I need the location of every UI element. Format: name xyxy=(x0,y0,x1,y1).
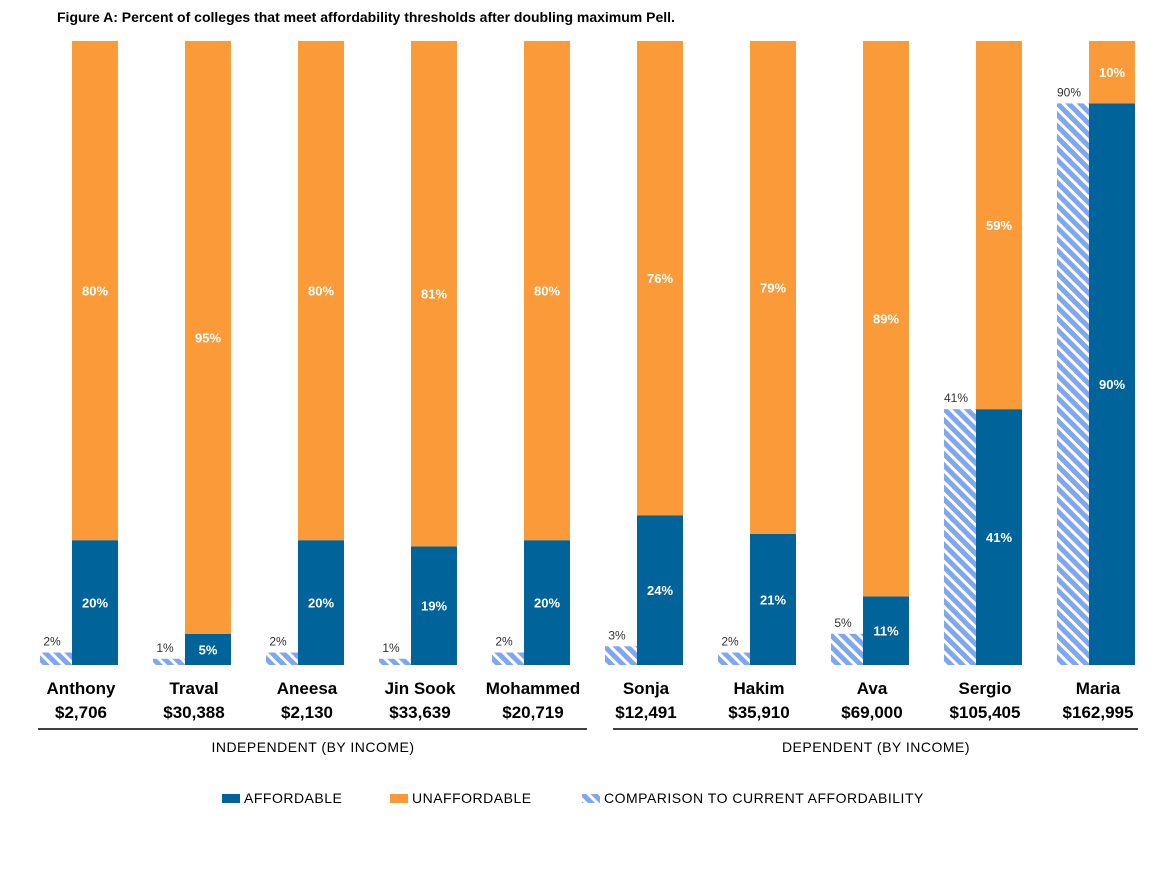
label-affordable-jin-sook: 19% xyxy=(421,599,447,614)
label-comparison-aneesa: 2% xyxy=(269,635,287,649)
group-label-independent: INDEPENDENT (BY INCOME) xyxy=(211,739,414,755)
label-affordable-anthony: 20% xyxy=(82,596,108,611)
category-name-aneesa: Aneesa xyxy=(277,679,338,698)
legend-label-comparison: COMPARISON TO CURRENT AFFORDABILITY xyxy=(604,790,924,806)
label-affordable-maria: 90% xyxy=(1099,377,1125,392)
x-axis: Anthony $2,706 Traval $30,388 Aneesa $2,130 Ji… xyxy=(38,679,1138,755)
label-comparison-mohammed: 2% xyxy=(495,635,513,649)
category-name-anthony: Anthony xyxy=(47,679,116,698)
bar-comparison-ava xyxy=(831,633,863,665)
category-name-mohammed: Mohammed xyxy=(486,679,580,698)
category-income-traval: $30,388 xyxy=(163,703,224,722)
bar-comparison-jin-sook xyxy=(379,658,411,665)
bar-affordable-jin-sook xyxy=(411,546,457,665)
bar-comparison-aneesa xyxy=(266,652,298,665)
label-affordable-traval: 5% xyxy=(199,642,218,657)
bar-affordable-traval xyxy=(185,633,231,665)
label-unaffordable-jin-sook: 81% xyxy=(421,287,447,302)
label-unaffordable-sergio: 59% xyxy=(986,218,1012,233)
label-affordable-hakim: 21% xyxy=(760,592,786,607)
category-income-ava: $69,000 xyxy=(841,703,902,722)
bar-unaffordable-ava xyxy=(863,41,909,597)
bar-affordable-hakim xyxy=(750,533,796,665)
bar-unaffordable-traval xyxy=(185,41,231,634)
bar-affordable-maria xyxy=(1089,103,1135,665)
label-unaffordable-mohammed: 80% xyxy=(534,284,560,299)
bar-unaffordable-maria xyxy=(1089,41,1135,104)
bar-comparison-anthony xyxy=(40,652,72,665)
legend-swatch-comparison xyxy=(582,794,600,803)
bar-affordable-anthony xyxy=(72,540,118,665)
label-unaffordable-hakim: 79% xyxy=(760,280,786,295)
bar-comparison-hakim xyxy=(718,652,750,665)
legend: AFFORDABLE UNAFFORDABLE COMPARISON TO CURR… xyxy=(222,790,924,806)
bar-affordable-sonja xyxy=(637,515,683,665)
bar-comparison-mohammed xyxy=(492,652,524,665)
label-comparison-traval: 1% xyxy=(156,641,174,655)
bar-comparison-traval xyxy=(153,658,185,665)
label-unaffordable-anthony: 80% xyxy=(82,284,108,299)
bar-unaffordable-sonja xyxy=(637,41,683,516)
category-name-jin-sook: Jin Sook xyxy=(385,679,456,698)
legend-label-unaffordable: UNAFFORDABLE xyxy=(412,790,532,806)
group-label-dependent: DEPENDENT (BY INCOME) xyxy=(782,739,970,755)
label-comparison-sergio: 41% xyxy=(944,391,968,405)
category-income-mohammed: $20,719 xyxy=(502,703,563,722)
label-affordable-ava: 11% xyxy=(873,624,899,639)
bar-comparison-sergio xyxy=(944,409,976,665)
label-comparison-anthony: 2% xyxy=(43,635,61,649)
bar-unaffordable-aneesa xyxy=(298,41,344,541)
bar-affordable-sergio xyxy=(976,409,1022,665)
bar-affordable-aneesa xyxy=(298,540,344,665)
label-comparison-maria: 90% xyxy=(1057,85,1081,99)
category-income-sonja: $12,491 xyxy=(615,703,676,722)
label-comparison-jin-sook: 1% xyxy=(382,641,400,655)
bar-unaffordable-mohammed xyxy=(524,41,570,541)
label-affordable-aneesa: 20% xyxy=(308,596,334,611)
category-income-sergio: $105,405 xyxy=(950,703,1021,722)
bar-unaffordable-anthony xyxy=(72,41,118,541)
label-comparison-sonja: 3% xyxy=(608,628,626,642)
category-name-sonja: Sonja xyxy=(623,679,670,698)
label-comparison-hakim: 2% xyxy=(721,635,739,649)
legend-swatch-unaffordable xyxy=(390,794,408,803)
category-income-aneesa: $2,130 xyxy=(281,703,333,722)
legend-swatch-affordable xyxy=(222,794,240,803)
legend-label-affordable: AFFORDABLE xyxy=(244,790,342,806)
label-unaffordable-maria: 10% xyxy=(1099,65,1125,80)
category-name-hakim: Hakim xyxy=(733,679,784,698)
category-income-jin-sook: $33,639 xyxy=(389,703,450,722)
category-name-sergio: Sergio xyxy=(959,679,1012,698)
category-name-traval: Traval xyxy=(169,679,218,698)
bar-unaffordable-hakim xyxy=(750,41,796,534)
category-income-maria: $162,995 xyxy=(1063,703,1134,722)
bar-affordable-mohammed xyxy=(524,540,570,665)
bar-comparison-maria xyxy=(1057,103,1089,665)
plot-area: 20% 80% 2% 5% 95% 1% 20% 80% 2% 19% 81% 1% 20% 80% 2% 2… xyxy=(40,41,1135,665)
label-unaffordable-sonja: 76% xyxy=(647,271,673,286)
category-income-hakim: $35,910 xyxy=(728,703,789,722)
category-name-maria: Maria xyxy=(1076,679,1121,698)
label-affordable-sonja: 24% xyxy=(647,583,673,598)
bar-comparison-sonja xyxy=(605,646,637,665)
bar-affordable-ava xyxy=(863,596,909,665)
label-affordable-mohammed: 20% xyxy=(534,596,560,611)
category-income-anthony: $2,706 xyxy=(55,703,107,722)
chart-title: Figure A: Percent of colleges that meet … xyxy=(57,9,675,25)
label-comparison-ava: 5% xyxy=(834,616,852,630)
label-unaffordable-traval: 95% xyxy=(195,330,221,345)
bar-unaffordable-sergio xyxy=(976,41,1022,410)
label-unaffordable-ava: 89% xyxy=(873,312,899,327)
category-name-ava: Ava xyxy=(857,679,888,698)
label-affordable-sergio: 41% xyxy=(986,530,1012,545)
bar-unaffordable-jin-sook xyxy=(411,41,457,547)
label-unaffordable-aneesa: 80% xyxy=(308,284,334,299)
